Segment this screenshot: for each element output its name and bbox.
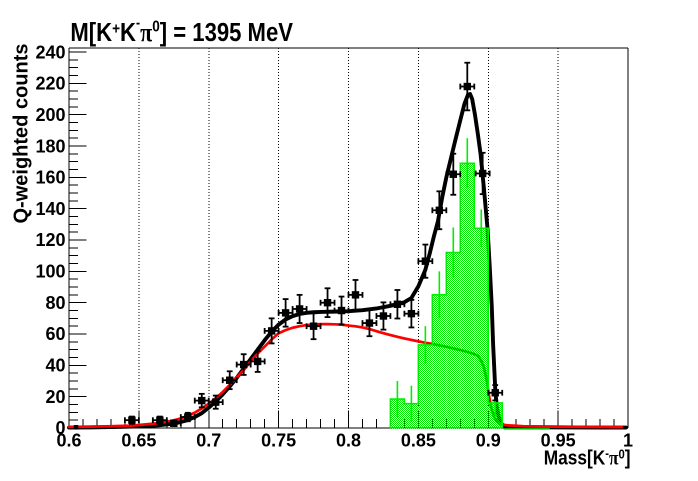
svg-text:140: 140 — [35, 199, 65, 219]
svg-text:0.85: 0.85 — [401, 431, 436, 451]
svg-text:160: 160 — [35, 168, 65, 188]
svg-text:0: 0 — [55, 418, 65, 438]
svg-text:240: 240 — [35, 42, 65, 62]
svg-text:220: 220 — [35, 74, 65, 94]
svg-text:120: 120 — [35, 230, 65, 250]
svg-text:60: 60 — [45, 324, 65, 344]
svg-text:1: 1 — [623, 431, 633, 451]
svg-text:0.8: 0.8 — [336, 431, 361, 451]
svg-text:20: 20 — [45, 387, 65, 407]
svg-text:0.7: 0.7 — [196, 431, 221, 451]
svg-text:M[K+K-π0] = 1395 MeV: M[K+K-π0] = 1395 MeV — [70, 15, 293, 48]
svg-text:0.6: 0.6 — [56, 431, 81, 451]
svg-text:180: 180 — [35, 136, 65, 156]
svg-text:0.95: 0.95 — [541, 431, 576, 451]
svg-text:Q-weighted counts: Q-weighted counts — [11, 44, 33, 224]
svg-text:40: 40 — [45, 356, 65, 376]
svg-text:200: 200 — [35, 105, 65, 125]
svg-text:0.9: 0.9 — [476, 431, 501, 451]
svg-text:100: 100 — [35, 262, 65, 282]
svg-text:0.75: 0.75 — [261, 431, 296, 451]
svg-text:80: 80 — [45, 293, 65, 313]
svg-text:Mass[K-π0]: Mass[K-π0] — [544, 446, 631, 470]
svg-text:0.65: 0.65 — [121, 431, 156, 451]
